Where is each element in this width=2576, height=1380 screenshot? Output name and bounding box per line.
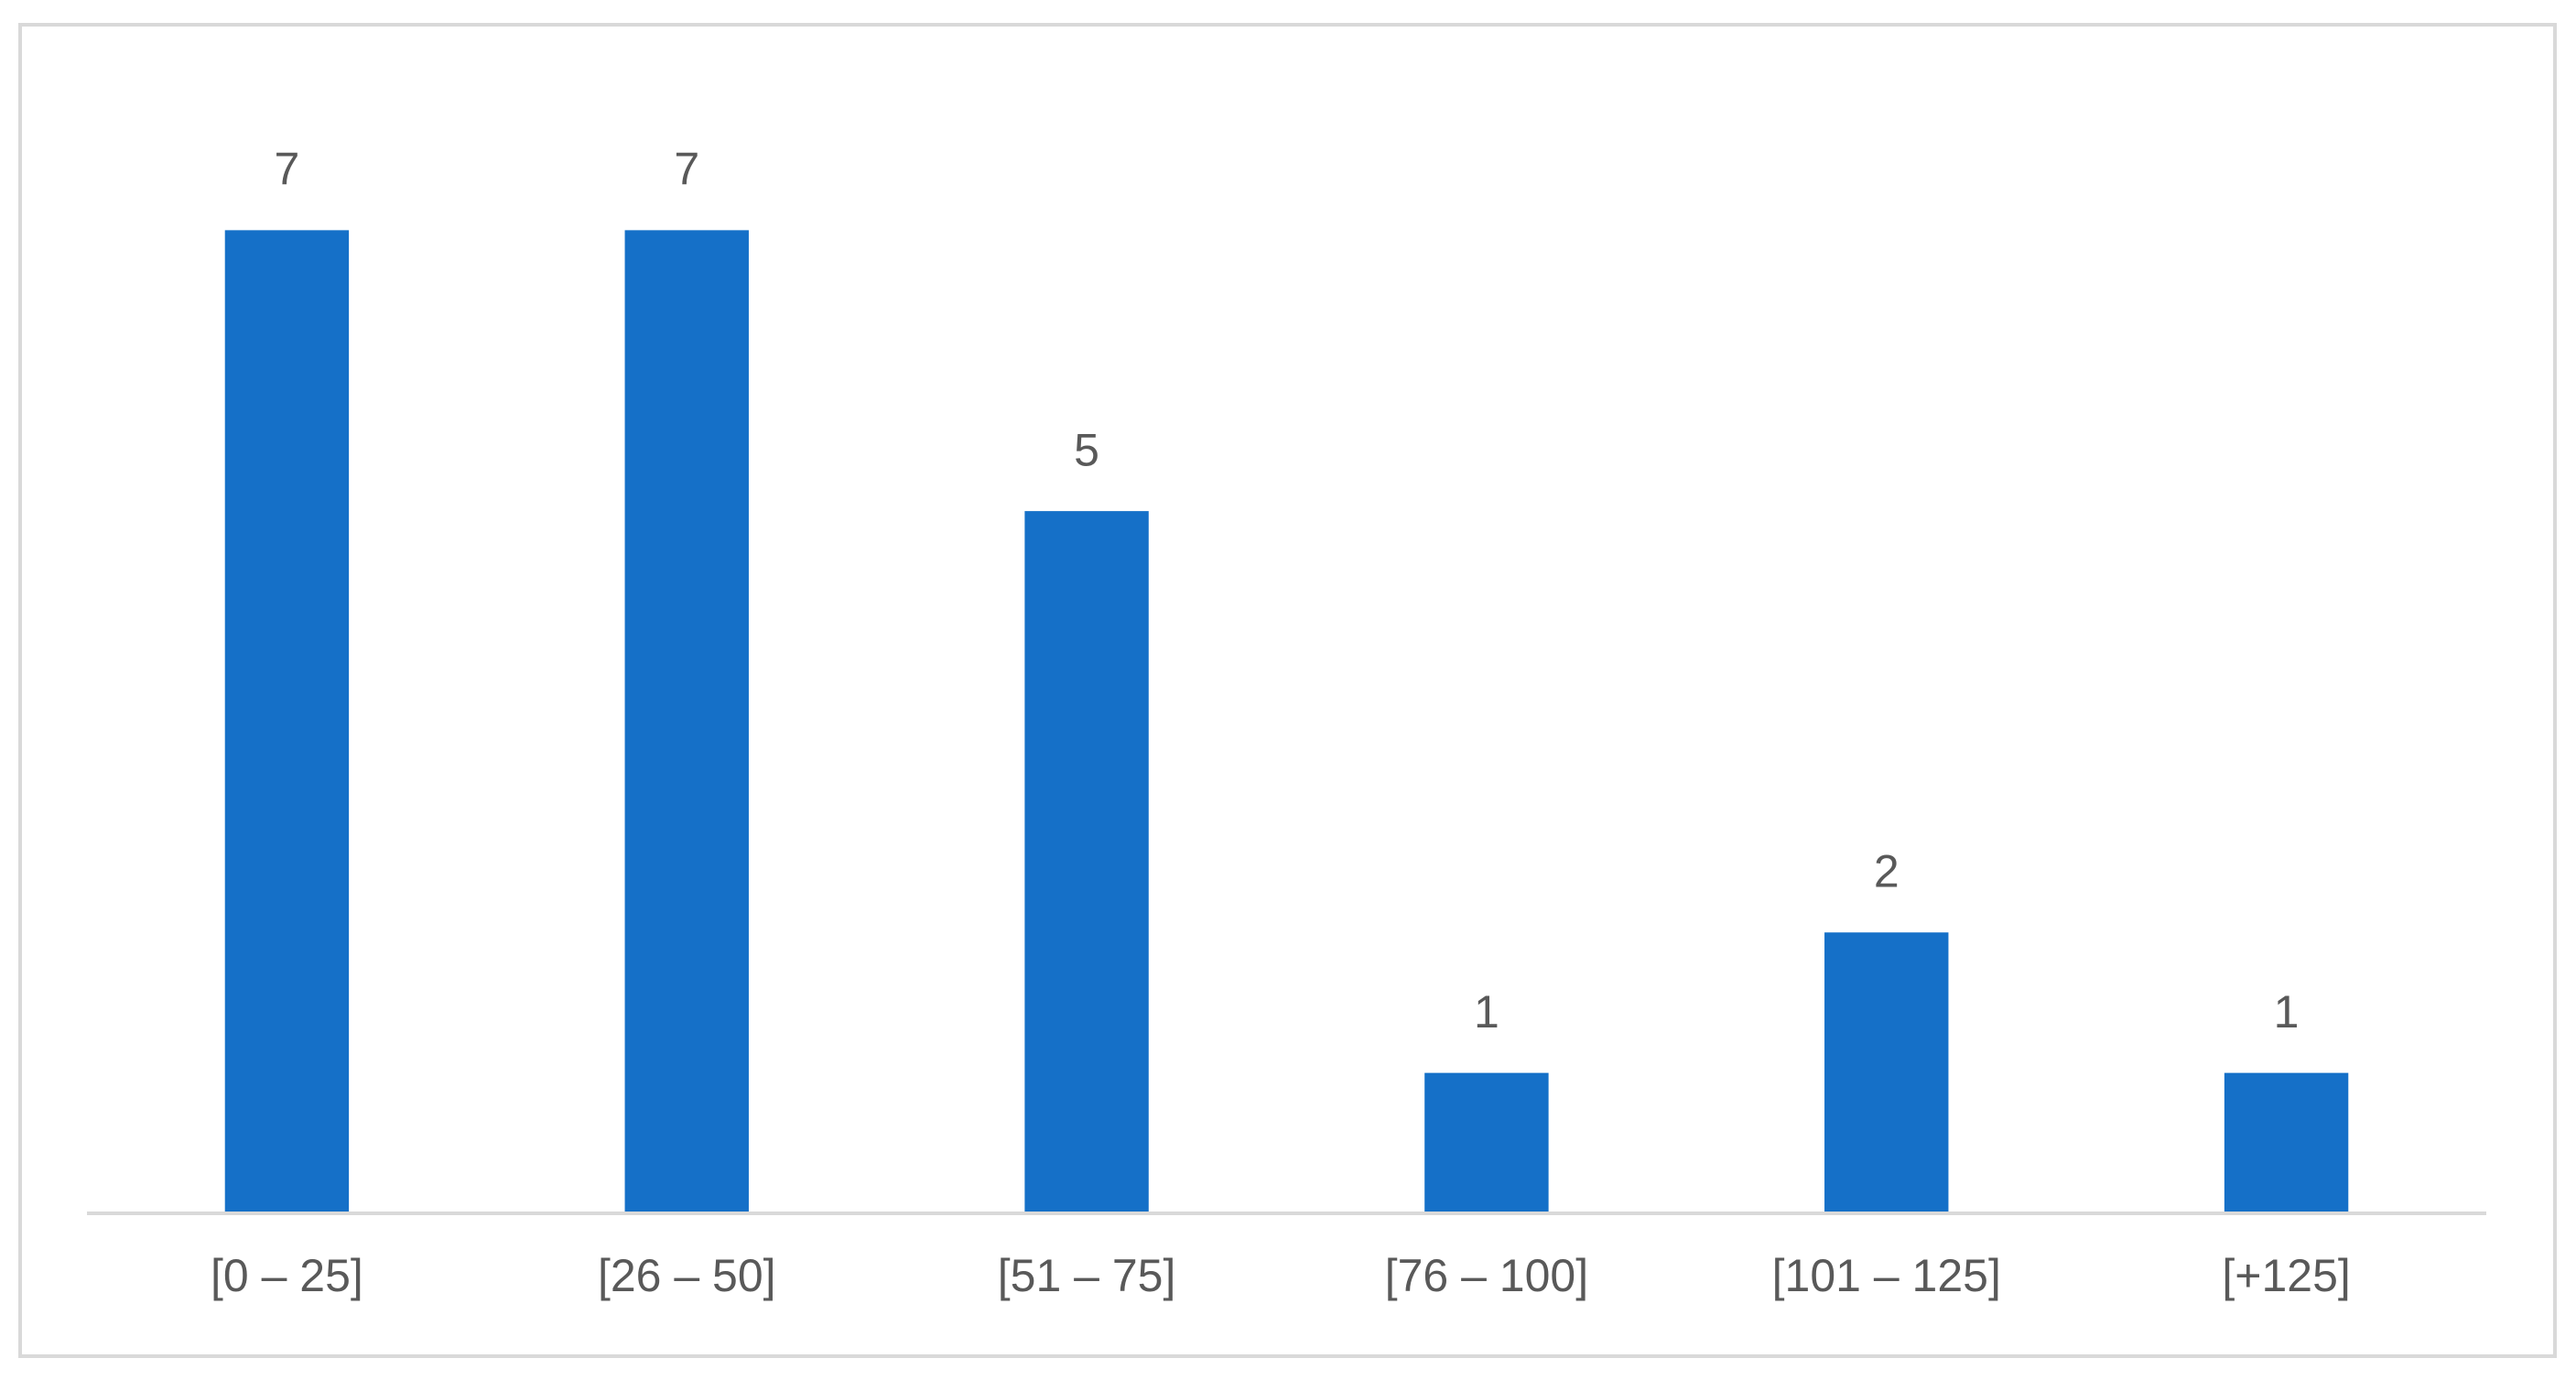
- data-label: 2: [1874, 845, 1900, 896]
- x-tick-label: [+125]: [2222, 1250, 2350, 1301]
- x-tick-label: [26 – 50]: [598, 1250, 776, 1301]
- x-tick-label: [76 – 100]: [1385, 1250, 1588, 1301]
- data-label: 1: [1474, 986, 1499, 1038]
- data-label: 1: [2274, 986, 2300, 1038]
- data-label: 5: [1074, 424, 1099, 475]
- bar: [1824, 932, 1949, 1213]
- x-tick-label: [101 – 125]: [1772, 1250, 2001, 1301]
- bar: [2224, 1072, 2349, 1213]
- chart-border: [18, 23, 2557, 1358]
- bar: [1424, 1072, 1549, 1213]
- bar: [1024, 511, 1149, 1213]
- x-tick-label: [51 – 75]: [998, 1250, 1176, 1301]
- data-label: 7: [275, 144, 300, 195]
- bar: [624, 230, 749, 1213]
- data-label: 7: [674, 144, 699, 195]
- x-tick-label: [0 – 25]: [211, 1250, 363, 1301]
- bar: [224, 230, 350, 1213]
